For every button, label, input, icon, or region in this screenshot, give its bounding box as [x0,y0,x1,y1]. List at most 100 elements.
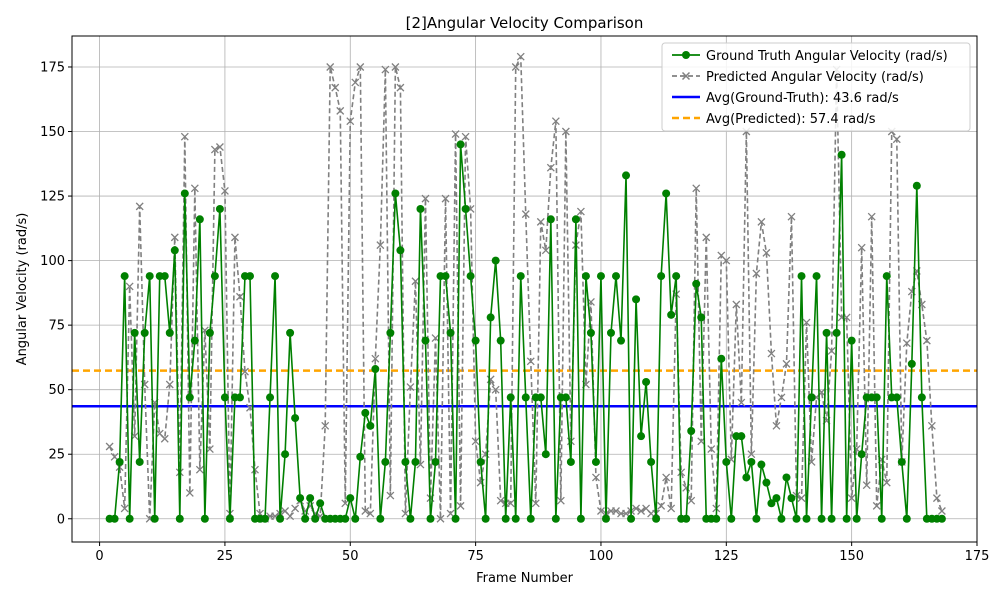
ground-truth-point [591,457,600,466]
predicted-point [692,184,701,193]
predicted-point [451,130,460,139]
ground-truth-point [406,514,415,523]
ground-truth-point [130,328,139,337]
ground-truth-point [311,514,320,523]
predicted-point [431,334,440,343]
plot-frame [71,35,978,543]
predicted-point [867,212,876,221]
predicted-point [752,269,761,278]
x-tick-label: 75 [467,549,484,564]
predicted-point [210,145,219,154]
ground-truth-point [140,328,149,337]
predicted-point [165,380,174,389]
predicted-point [125,282,134,291]
ground-truth-point [361,408,370,417]
ground-truth-point [847,336,856,345]
predicted-point [702,233,711,242]
predicted-point [215,143,224,151]
predicted-point [927,421,936,430]
ground-truth-point [286,328,295,337]
ground-truth-point [647,457,656,466]
ground-truth-point [797,272,806,281]
predicted-point [105,442,114,451]
ground-truth-point [812,272,821,281]
ground-truth-point [276,514,285,523]
predicted-point [496,496,505,505]
ground-truth-point [596,272,605,281]
predicted-point [386,491,395,500]
predicted-point [657,501,666,510]
predicted-point [190,184,199,193]
ground-truth-point [506,393,515,402]
ground-truth-point [566,457,575,466]
ground-truth-point [541,450,550,459]
ground-truth-point [200,514,209,523]
ground-truth-point [486,313,495,322]
ground-truth-point [782,473,791,482]
predicted-point [687,496,696,505]
ground-truth-point [481,514,490,523]
ground-truth-point [401,457,410,466]
predicted-point [251,465,259,474]
ground-truth-point [341,514,350,523]
ground-truth-point [536,393,545,402]
ground-truth-point [386,328,395,337]
predicted-point [366,509,375,518]
predicted-point [381,65,390,74]
y-tick-label: 175 [40,60,65,75]
ground-truth-point [912,181,921,190]
legend-label-avg-ground-truth: Avg(Ground-Truth): 43.6 rad/s [706,91,899,106]
predicted-point [662,473,671,482]
predicted-point [351,78,360,87]
x-tick-label: 125 [714,549,739,564]
legend-marker-predicted [681,71,691,81]
predicted-point [291,504,300,513]
ground-truth-point [190,336,199,345]
predicted-point [441,194,450,203]
ground-truth-point [752,514,761,523]
ground-truth-point [627,514,636,523]
ground-truth-point [712,514,721,523]
legend-box [661,42,971,132]
ground-truth-point [501,514,510,523]
predicted-point [536,217,545,226]
ground-truth-point [125,514,134,523]
ground-truth-point [882,272,891,281]
predicted-point [612,507,620,515]
y-tick-label: 25 [48,448,65,463]
predicted-point [797,494,806,503]
predicted-point [371,354,380,363]
chart-title: [2]Angular Velocity Comparison [406,14,644,32]
predicted-point [772,421,781,430]
predicted-point [777,393,786,402]
ground-truth-point [306,494,315,503]
predicted-point [516,52,525,61]
predicted-point [421,194,430,203]
ground-truth-point [271,272,280,281]
ground-truth-point [466,272,475,281]
ground-truth-point [205,328,214,337]
ground-truth-point [902,514,911,523]
predicted-point [521,210,530,219]
predicted-point [456,501,465,510]
predicted-point [236,292,244,301]
predicted-point [436,514,445,523]
ground-truth-point [235,393,244,402]
ground-truth-point [491,256,500,265]
ground-truth-point [426,514,435,523]
legend-label-ground-truth: Ground Truth Angular Velocity (rad/s) [706,49,948,64]
ground-truth-point [662,189,671,198]
predicted-point [767,349,776,358]
y-tick-label: 125 [40,190,65,205]
ground-truth-point [110,514,119,523]
predicted-point [737,398,746,407]
ground-truth-point [366,421,375,430]
predicted-point [526,357,535,366]
ground-truth-point [516,272,525,281]
ground-truth-point [832,328,841,337]
ground-truth-point [742,473,751,482]
x-tick-label: 25 [217,549,234,564]
ground-truth-point [266,393,275,402]
ground-truth-point [120,272,129,281]
predicted-point [937,507,946,515]
